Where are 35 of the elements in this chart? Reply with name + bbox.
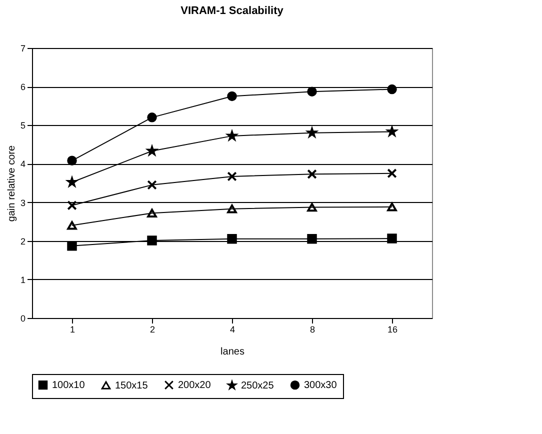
- point: [67, 200, 77, 210]
- y-tick-label: 4: [20, 159, 26, 170]
- y-tick-label: 1: [20, 274, 26, 285]
- point: [147, 180, 157, 190]
- x-axis-title: lanes: [220, 346, 244, 358]
- x-tick-label: 4: [230, 324, 236, 334]
- point: [307, 169, 317, 179]
- legend-label: 300x30: [304, 380, 338, 392]
- legend-label: 250x25: [241, 380, 274, 392]
- point: [147, 236, 157, 246]
- y-tick-label: 0: [20, 314, 26, 324]
- y-tick-label: 6: [20, 82, 26, 92]
- point: [227, 172, 237, 182]
- y-tick-label: 2: [20, 236, 26, 246]
- x-tick-label: 8: [310, 324, 316, 334]
- point: [307, 234, 317, 244]
- chart-title: VIRAM-1 Scalability: [180, 5, 284, 17]
- x-tick-label: 2: [150, 324, 156, 334]
- y-axis-title: gain relative core: [6, 144, 18, 222]
- point: [387, 84, 397, 94]
- x-tick-label: 1: [70, 324, 76, 334]
- y-tick-label: 5: [20, 120, 26, 131]
- legend-label: 100x10: [52, 380, 86, 392]
- point: [227, 234, 237, 244]
- point: [67, 156, 77, 166]
- y-tick-label: 7: [20, 44, 26, 54]
- point: [387, 234, 397, 244]
- point: [387, 168, 397, 178]
- point: [67, 241, 77, 251]
- legend-label: 150x15: [115, 380, 148, 392]
- legend-label: 200x20: [178, 380, 212, 392]
- x-tick-label: 16: [387, 324, 398, 334]
- y-tick-label: 3: [20, 198, 26, 208]
- point: [387, 202, 397, 212]
- point: [67, 221, 77, 230]
